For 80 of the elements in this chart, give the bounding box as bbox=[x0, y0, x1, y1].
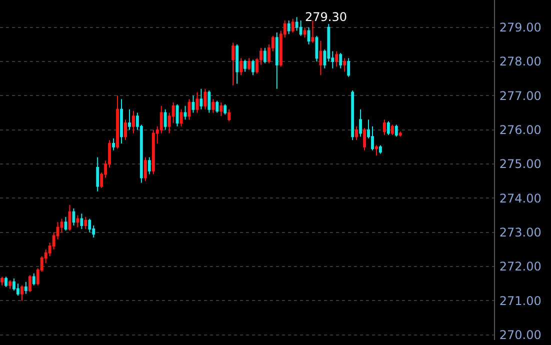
y-tick-label: 272.00 bbox=[499, 260, 542, 274]
y-tick-label: 274.00 bbox=[499, 191, 542, 206]
candlestick bbox=[339, 52, 342, 69]
candlestick bbox=[144, 156, 147, 182]
candlestick bbox=[248, 58, 250, 71]
candlestick bbox=[311, 20, 314, 44]
candlestick bbox=[80, 213, 84, 230]
candlestick bbox=[148, 156, 151, 175]
candlestick bbox=[275, 32, 278, 90]
candlestick bbox=[299, 20, 302, 36]
y-tick-label: 278.00 bbox=[499, 54, 542, 69]
candlestick bbox=[24, 281, 28, 294]
y-tick-label: 277.00 bbox=[499, 88, 542, 103]
candlestick bbox=[64, 216, 68, 232]
candlestick bbox=[0, 276, 4, 286]
candlestick bbox=[347, 58, 350, 78]
candlestick bbox=[152, 129, 155, 175]
candlestick bbox=[363, 128, 366, 151]
candlestick bbox=[164, 108, 167, 130]
candlestick bbox=[32, 272, 36, 286]
candlestick bbox=[224, 104, 227, 115]
candlestick bbox=[196, 92, 199, 114]
candlestick bbox=[351, 90, 354, 141]
candlestick bbox=[343, 58, 346, 72]
candlestick bbox=[228, 108, 231, 122]
candlestick bbox=[128, 108, 131, 130]
candlestick bbox=[76, 214, 80, 228]
candlestick bbox=[335, 50, 338, 68]
candlestick bbox=[303, 26, 306, 38]
candlestick bbox=[192, 95, 195, 114]
candlestick bbox=[96, 156, 100, 192]
y-tick-label: 275.00 bbox=[499, 157, 542, 172]
candlestick bbox=[359, 108, 362, 138]
candlestick bbox=[212, 98, 215, 114]
candlestick bbox=[355, 126, 358, 141]
candlestick bbox=[72, 208, 76, 226]
candlestick bbox=[112, 138, 116, 151]
annotation: 279.30 bbox=[305, 10, 347, 24]
candlestick bbox=[378, 144, 382, 154]
candlestick bbox=[208, 90, 211, 114]
candlestick bbox=[232, 42, 235, 86]
candlestick bbox=[180, 108, 183, 127]
candlestick bbox=[319, 40, 322, 76]
candlestick bbox=[8, 280, 12, 290]
candlestick bbox=[204, 88, 207, 110]
candlestick bbox=[386, 120, 390, 136]
candlestick bbox=[315, 35, 318, 62]
candlestick bbox=[84, 216, 88, 230]
y-tick-label: 273.00 bbox=[499, 226, 542, 240]
candlestick bbox=[287, 20, 290, 35]
y-tick-label: 276.00 bbox=[499, 123, 542, 138]
y-tick-label: 279.00 bbox=[499, 20, 542, 35]
candlestick bbox=[240, 58, 242, 76]
candlestick bbox=[382, 119, 386, 136]
candlestick bbox=[263, 47, 266, 64]
candlestick bbox=[68, 204, 72, 232]
candlestick bbox=[124, 119, 127, 141]
candlestick bbox=[291, 18, 294, 33]
candlestick bbox=[200, 88, 203, 110]
candlestick bbox=[307, 26, 310, 45]
candlestick bbox=[252, 59, 254, 76]
candlestick bbox=[188, 98, 191, 120]
candlestick bbox=[390, 124, 394, 136]
candlestick bbox=[375, 144, 378, 156]
candlestick bbox=[244, 59, 246, 72]
candlestick bbox=[236, 44, 239, 84]
candlestick bbox=[216, 100, 219, 114]
candlestick bbox=[176, 104, 179, 127]
candlestick bbox=[28, 274, 32, 293]
y-tick-label: 270.00 bbox=[499, 328, 542, 342]
candlestick bbox=[394, 124, 398, 138]
candlestick bbox=[220, 102, 223, 117]
y-tick-label: 271.00 bbox=[499, 294, 542, 308]
candlestick bbox=[116, 95, 119, 150]
candlestick bbox=[20, 284, 24, 302]
candlestick bbox=[132, 110, 135, 134]
candlestick bbox=[4, 276, 8, 288]
candlestick bbox=[184, 105, 187, 120]
candlestick bbox=[120, 98, 123, 144]
candlestick bbox=[398, 131, 402, 138]
